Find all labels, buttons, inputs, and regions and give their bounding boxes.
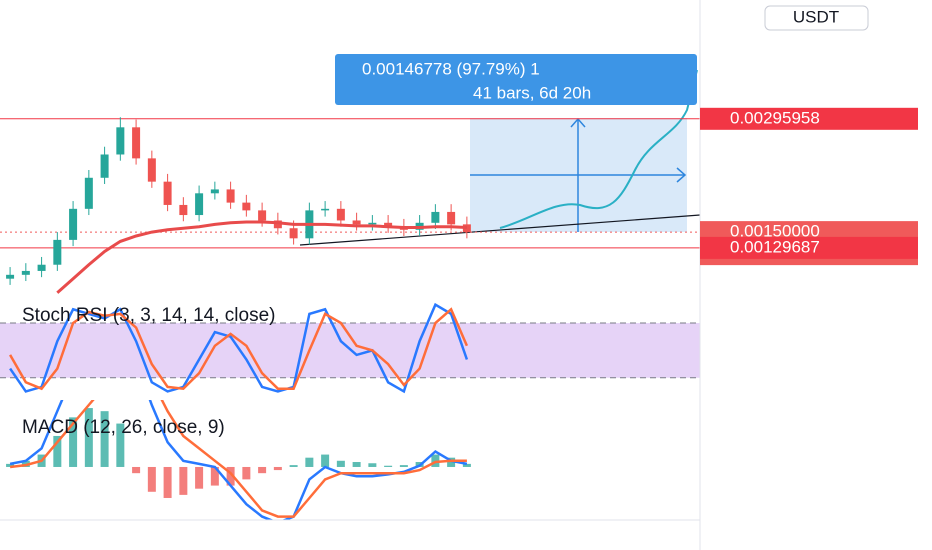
- candle-body: [258, 210, 267, 221]
- indicator-line: [9, 400, 467, 518]
- histogram-bar: [84, 408, 93, 467]
- measure-tooltip: [335, 54, 697, 105]
- histogram-bar: [132, 466, 141, 474]
- candle-body: [195, 193, 204, 216]
- histogram-bar: [352, 462, 361, 467]
- histogram-bar: [289, 465, 298, 467]
- pane-title: Stoch RSI (3, 3, 14, 14, close): [22, 305, 275, 326]
- candle-body: [116, 127, 125, 155]
- measure-text: 41 bars, 6d 20h: [473, 83, 591, 102]
- histogram-bar: [226, 466, 235, 486]
- histogram-bar: [384, 465, 393, 467]
- candle-body: [37, 264, 46, 271]
- histogram-bar: [69, 417, 78, 467]
- histogram-bar: [210, 466, 219, 486]
- price-label: 0.00150000: [730, 222, 820, 241]
- pane-title: MACD (12, 26, close, 9): [22, 417, 225, 438]
- histogram-bar: [147, 466, 156, 492]
- histogram-bar: [116, 423, 125, 467]
- currency-label: USDT: [793, 7, 839, 26]
- candle-body: [289, 228, 298, 239]
- measure-arrow-head: [676, 167, 687, 183]
- indicator-line: [9, 307, 469, 391]
- price-label-box: [700, 107, 918, 130]
- candle-body: [21, 270, 30, 275]
- histogram-bar: [447, 457, 456, 467]
- candle-body: [242, 202, 251, 211]
- histogram-bar: [462, 463, 471, 467]
- indicator-line: [56, 220, 467, 294]
- candle-body: [431, 211, 440, 223]
- candle-body: [368, 222, 377, 225]
- candle-body: [226, 189, 235, 203]
- measure-text: 0.00146778 (97.79%) 1: [362, 59, 540, 78]
- projection-path: [499, 69, 698, 229]
- candle-body: [163, 181, 172, 205]
- candle-body: [447, 211, 456, 225]
- histogram-bar: [368, 463, 377, 467]
- price-label-box: [700, 236, 918, 259]
- candle-body: [84, 177, 93, 209]
- histogram-bar: [179, 466, 188, 495]
- histogram-bar: [258, 466, 267, 474]
- candle-body: [132, 127, 141, 159]
- histogram-bar: [53, 435, 62, 467]
- price-label: 0.00129687: [730, 237, 820, 256]
- candle-body: [462, 224, 471, 233]
- candle-body: [6, 274, 15, 279]
- candle-body: [384, 222, 393, 227]
- candle-body: [100, 154, 109, 178]
- histogram-bar: [163, 466, 172, 498]
- candle-body: [210, 189, 219, 194]
- histogram-bar: [100, 411, 109, 467]
- histogram-bar: [336, 460, 345, 467]
- candle-body: [321, 208, 330, 211]
- histogram-bar: [6, 463, 15, 467]
- histogram-bar: [273, 466, 282, 471]
- histogram-bar: [195, 466, 204, 489]
- price-label: 0.00295958: [730, 108, 820, 127]
- histogram-bar: [305, 457, 314, 467]
- histogram-bar: [399, 465, 408, 467]
- candle-body: [179, 204, 188, 216]
- candle-body: [273, 220, 282, 229]
- candle-body: [147, 158, 156, 182]
- histogram-bar: [242, 466, 251, 480]
- candle-body: [352, 220, 361, 225]
- candle-body: [69, 208, 78, 240]
- candle-body: [336, 208, 345, 221]
- trend-line: [299, 214, 701, 246]
- histogram-bar: [321, 454, 330, 467]
- candle-body: [53, 239, 62, 265]
- currency-box[interactable]: [764, 5, 869, 31]
